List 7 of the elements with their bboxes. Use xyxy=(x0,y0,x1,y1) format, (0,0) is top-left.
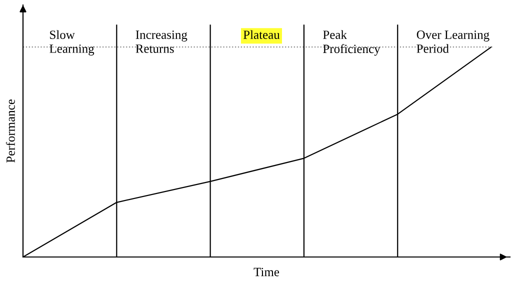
annotation: Increasing Returns xyxy=(136,30,188,53)
x-axis-title: Time xyxy=(254,268,280,276)
y-axis-title: Performance xyxy=(6,100,15,163)
annotation: Over Learning Period xyxy=(416,30,490,53)
annotation: Slow Learning xyxy=(50,30,94,56)
text: Plateau xyxy=(243,30,280,39)
annotation: Peak Proficiency xyxy=(323,30,380,56)
